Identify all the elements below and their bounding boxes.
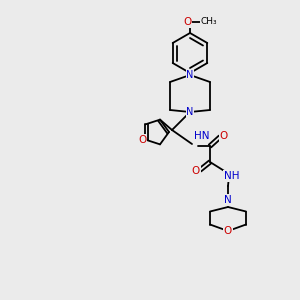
Text: O: O xyxy=(220,131,228,141)
Text: O: O xyxy=(224,226,232,236)
Text: N: N xyxy=(186,107,194,117)
Text: N: N xyxy=(224,195,232,205)
Text: N: N xyxy=(186,70,194,80)
Text: NH: NH xyxy=(224,171,239,181)
Text: CH₃: CH₃ xyxy=(201,17,217,26)
Text: HN: HN xyxy=(194,131,209,141)
Text: O: O xyxy=(192,166,200,176)
Text: O: O xyxy=(138,135,147,145)
Text: O: O xyxy=(183,17,191,27)
